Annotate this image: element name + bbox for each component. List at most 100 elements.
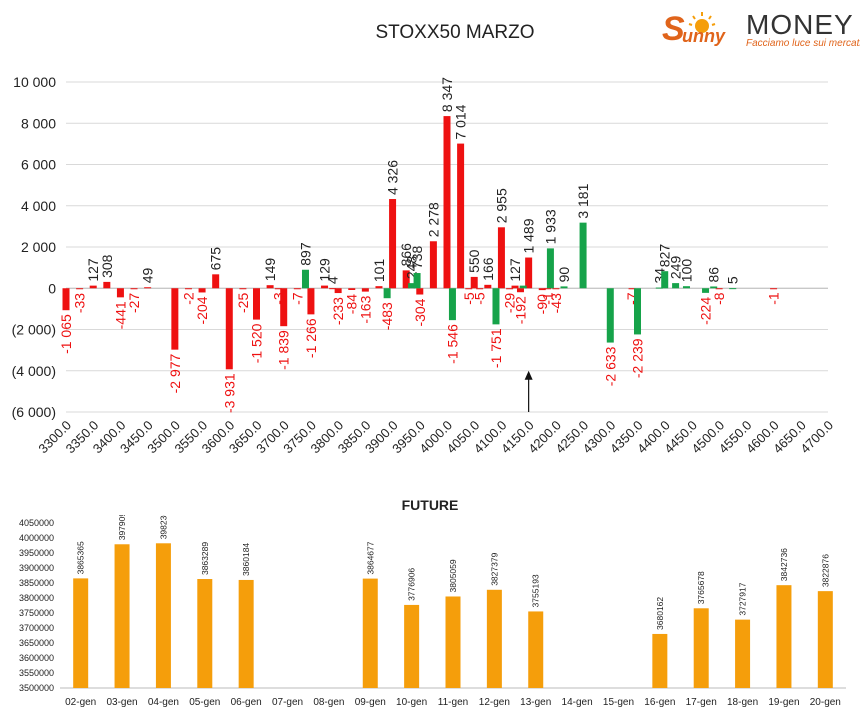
- data-label: 3805059: [448, 559, 458, 592]
- data-label: 866: [398, 243, 414, 267]
- bar: [457, 143, 465, 289]
- data-label: -1 839: [276, 330, 292, 370]
- bar: [144, 287, 152, 289]
- data-label: -43: [548, 293, 564, 313]
- data-label: 3865365: [76, 541, 86, 574]
- data-label: -1: [540, 292, 556, 305]
- bar: [389, 199, 397, 289]
- data-label: 100: [678, 259, 694, 283]
- bar: [348, 288, 356, 290]
- logo-graphic: S unny MONEY Facciamo luce sui mercati: [662, 9, 862, 49]
- logo-brand-name: MONEY: [746, 9, 854, 40]
- y-tick-label: 4000000: [19, 533, 54, 543]
- bar: [484, 284, 492, 289]
- data-label: 3979090: [117, 515, 127, 540]
- data-label: -84: [344, 294, 360, 314]
- data-label: -483: [379, 302, 395, 330]
- bar: [817, 591, 833, 688]
- data-label: -233: [330, 297, 346, 325]
- x-tick-label: 06-gen: [231, 697, 262, 708]
- bar: [497, 227, 505, 289]
- data-label: 149: [262, 258, 278, 282]
- bar: [682, 286, 690, 289]
- bar: [661, 271, 669, 289]
- bar: [274, 288, 282, 290]
- bar: [672, 283, 680, 289]
- data-label: 2 955: [493, 188, 509, 223]
- bar: [715, 288, 723, 290]
- bar: [238, 579, 254, 688]
- data-label: -304: [412, 298, 428, 326]
- bar: [628, 288, 636, 290]
- bar: [506, 288, 514, 290]
- data-label: -5: [461, 292, 477, 305]
- x-tick-label: 05-gen: [189, 697, 220, 708]
- bar: [560, 286, 568, 289]
- data-label: 8 347: [439, 77, 455, 112]
- y-tick-label: 6 000: [21, 157, 56, 173]
- y-tick-label: 3850000: [19, 578, 54, 588]
- bar: [546, 248, 554, 289]
- data-label: -2 633: [602, 346, 618, 386]
- data-label: -3 931: [221, 373, 237, 413]
- y-tick-label: 3650000: [19, 638, 54, 648]
- data-label: 3765678: [696, 571, 706, 604]
- bar: [361, 288, 369, 292]
- x-tick-label: 20-gen: [810, 697, 841, 708]
- data-label: 827: [657, 244, 673, 268]
- y-tick-label: 3950000: [19, 548, 54, 558]
- bar: [465, 288, 473, 290]
- bar: [538, 288, 546, 291]
- bar: [329, 288, 337, 290]
- bar: [634, 288, 641, 335]
- data-label: 3982362: [158, 515, 168, 539]
- x-tick-label: 14-gen: [562, 697, 593, 708]
- data-label: 3842736: [779, 548, 789, 581]
- sunny-money-logo: S unny MONEY Facciamo luce sui mercati: [660, 4, 862, 52]
- data-label: 2 278: [425, 202, 441, 237]
- data-label: 3827379: [489, 552, 499, 585]
- y-tick-label: 3900000: [19, 563, 54, 573]
- bar: [476, 288, 484, 290]
- bar: [301, 269, 309, 289]
- bar: [253, 288, 260, 320]
- data-label: -1: [766, 292, 782, 305]
- bar: [280, 288, 288, 327]
- bar: [184, 288, 192, 290]
- y-tick-label: 10 000: [13, 74, 56, 90]
- x-tick-label: 15-gen: [603, 697, 634, 708]
- bar: [516, 288, 524, 293]
- bar: [408, 283, 416, 289]
- data-label: 1 933: [542, 209, 558, 244]
- bar: [103, 281, 111, 289]
- bar: [770, 288, 778, 290]
- data-label: -2 239: [630, 338, 646, 378]
- bar: [486, 589, 502, 688]
- bar: [321, 285, 329, 289]
- bar: [552, 288, 560, 290]
- data-label: 3 181: [575, 183, 591, 218]
- logo-tagline: Facciamo luce sui mercati: [746, 38, 860, 49]
- data-label: 86: [706, 267, 722, 283]
- y-tick-label: 0: [48, 280, 56, 296]
- bar: [492, 288, 500, 325]
- y-tick-label: 4 000: [21, 198, 56, 214]
- annotation-arrowhead: [524, 370, 533, 380]
- bar: [445, 596, 461, 688]
- bar: [429, 241, 437, 289]
- x-tick-label: 11-gen: [438, 697, 468, 708]
- x-tick-label: 17-gen: [686, 697, 717, 708]
- data-label: 3776906: [407, 568, 417, 601]
- data-label: 675: [208, 247, 224, 271]
- y-tick-label: (6 000): [12, 404, 56, 420]
- y-tick-label: 8 000: [21, 115, 56, 131]
- bar: [73, 578, 89, 688]
- data-label: -1 520: [249, 323, 265, 363]
- bar: [212, 274, 220, 289]
- bar: [89, 285, 97, 289]
- y-tick-label: 4050000: [19, 518, 54, 528]
- data-label: 4 326: [385, 160, 401, 195]
- x-tick-label: 19-gen: [768, 697, 799, 708]
- x-tick-label: 02-gen: [65, 697, 96, 708]
- bar: [225, 288, 233, 370]
